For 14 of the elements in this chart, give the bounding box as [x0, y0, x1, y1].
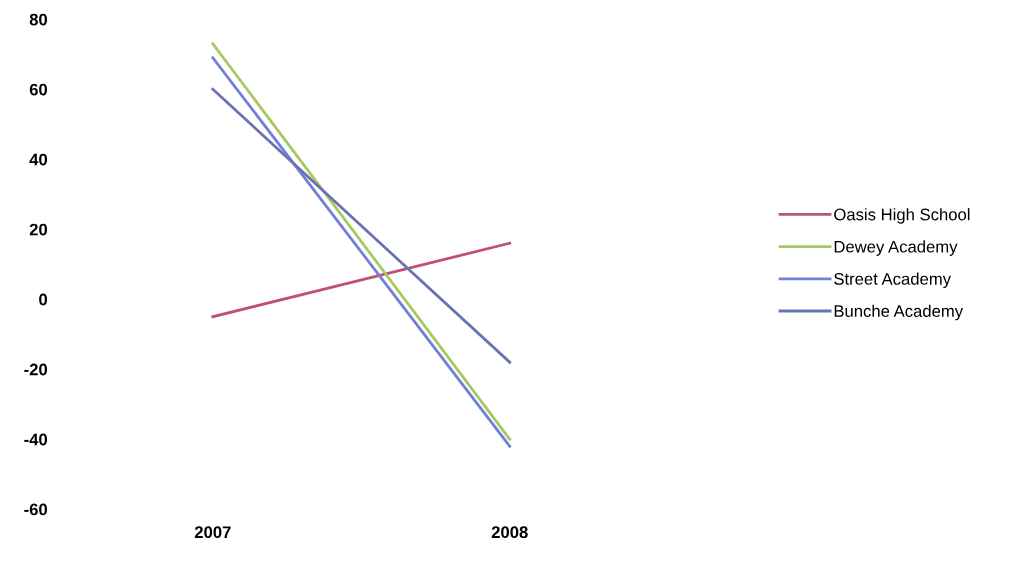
y-tick-label: -60 — [24, 503, 48, 516]
y-tick-label: 40 — [29, 153, 48, 166]
y-tick-label: 20 — [29, 223, 48, 236]
x-tick-label: 2008 — [491, 526, 528, 539]
x-tick-label: 2007 — [194, 526, 231, 539]
legend-label: Street Academy — [834, 272, 952, 289]
y-tick-label: -40 — [24, 433, 48, 446]
y-tick-label: 80 — [29, 13, 48, 26]
legend-label: Dewey Academy — [834, 240, 958, 256]
legend-label: Bunche Academy — [834, 304, 964, 321]
y-tick-label: -20 — [24, 363, 48, 376]
legend-label: Oasis High School — [834, 208, 970, 224]
y-tick-label: 0 — [39, 293, 48, 306]
y-tick-label: 60 — [29, 83, 48, 96]
